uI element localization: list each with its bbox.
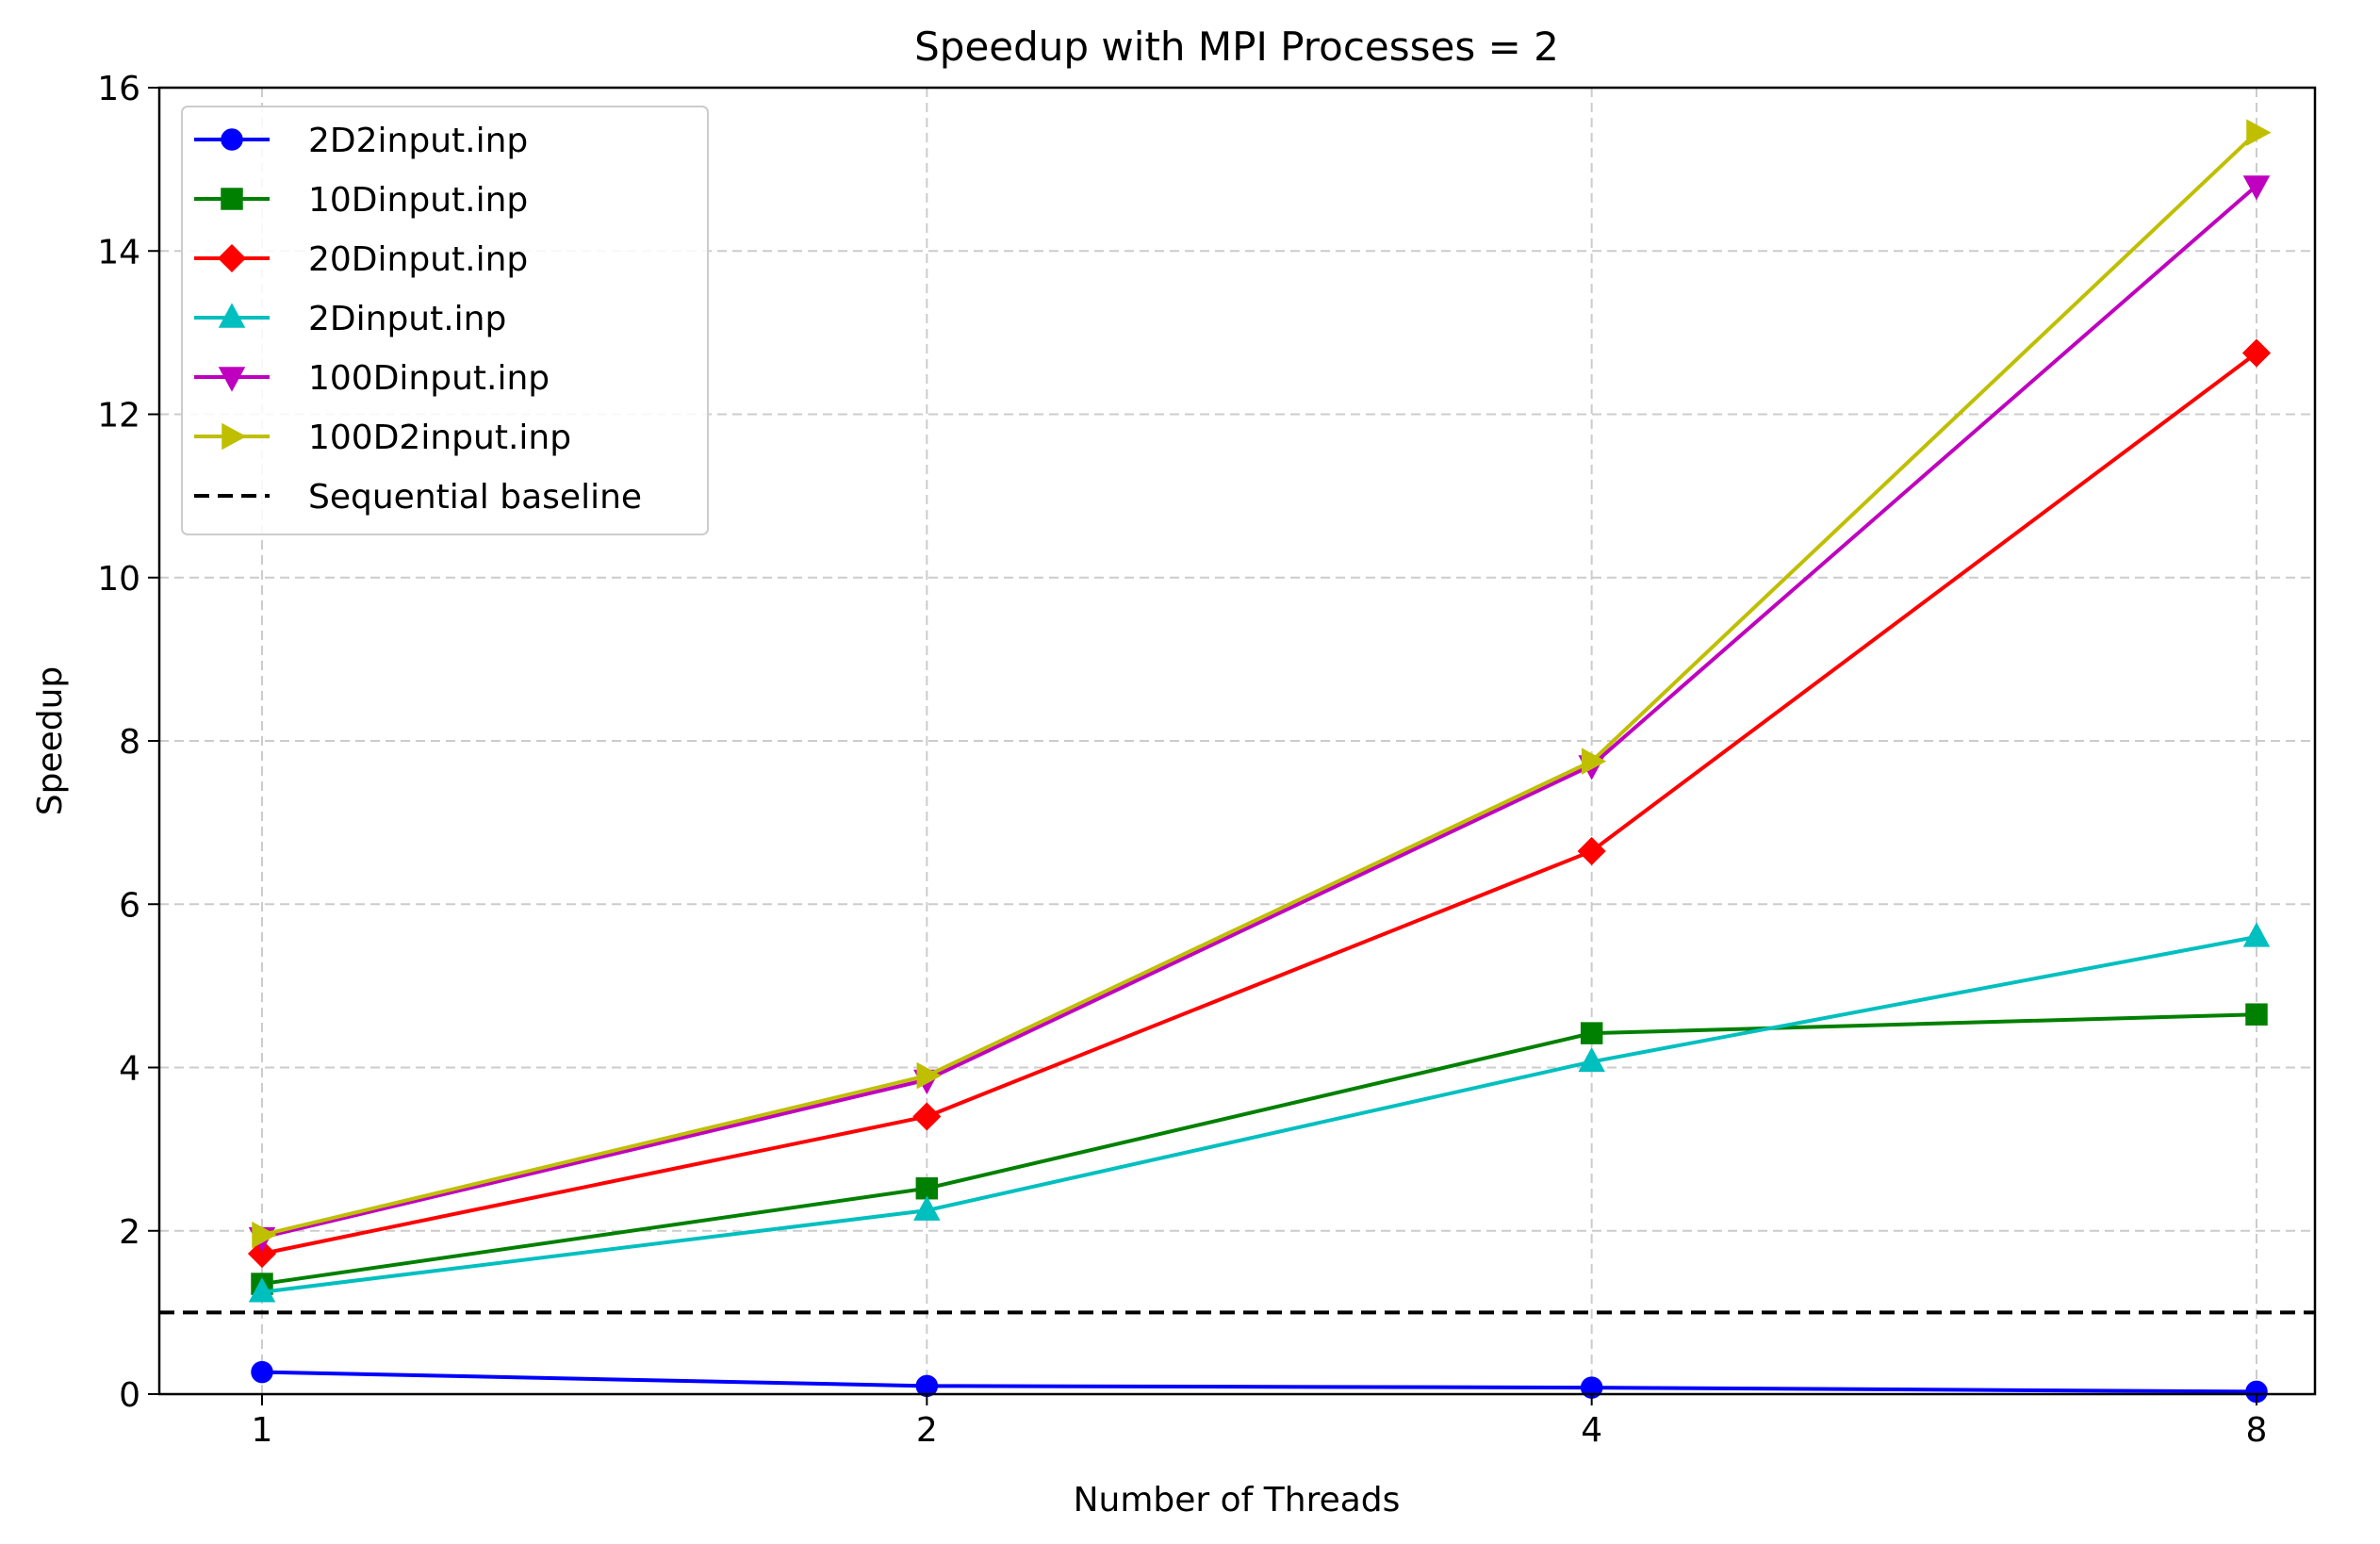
legend-marker [221,188,243,210]
data-point [2242,175,2271,201]
series-line [261,1012,2257,1287]
data-point [1577,836,1606,866]
x-tick-label: 8 [2246,1411,2268,1450]
data-point [2246,119,2272,146]
legend-marker [218,303,246,328]
legend-label: 20Dinput.inp [308,240,528,279]
x-tick-label: 2 [916,1411,938,1450]
data-point [912,1102,942,1131]
legend-label: 100Dinput.inp [308,359,550,398]
legend-entry: 100D2input.inp [194,419,571,457]
series-line [261,131,2258,1238]
legend-entry: 100Dinput.inp [194,359,550,398]
series-line [261,934,2257,1294]
x-axis-label: Number of Threads [1074,1481,1401,1519]
legend-marker [218,367,246,392]
legend-marker [222,422,247,451]
series-4 [248,922,2271,1303]
series-1 [251,1360,2268,1404]
data-point [1578,1046,1605,1073]
x-tick-label: 1 [252,1411,273,1450]
legend-marker [217,243,247,273]
legend-box [181,106,709,535]
y-tick-label: 16 [97,70,140,108]
data-point [2242,922,2271,947]
data-point [248,1277,276,1303]
legend-entry: 2Dinput.inp [194,300,506,338]
grid [159,88,2315,1394]
series-line [261,184,2258,1240]
legend-label: 10Dinput.inp [308,181,528,220]
legend-label: 2D2input.inp [308,122,528,160]
x-tick-label: 4 [1581,1411,1602,1450]
data-point [916,1061,942,1090]
y-tick-label: 10 [97,560,140,599]
data-point [1580,1022,1603,1044]
chart-title: Speedup with MPI Processes = 2 [914,24,1559,70]
legend: 2D2input.inp 10Dinput.inp 20Dinput.inp 2Din… [181,106,709,535]
legend-label: Sequential baseline [308,478,642,517]
data-point [251,1360,273,1384]
legend-entry: Sequential baseline [194,478,642,517]
data-point [2241,338,2272,368]
y-tick-label: 8 [119,723,140,762]
y-tick-label: 14 [97,233,140,271]
legend-label: 100D2input.inp [308,419,571,457]
y-axis-label: Speedup [31,666,70,816]
y-tick-label: 4 [119,1050,140,1089]
y-tick-label: 12 [97,397,140,435]
series-2 [251,1003,2268,1295]
data-point [2245,1003,2268,1026]
y-tick-label: 0 [119,1376,140,1415]
data-point [1581,747,1607,775]
data-point [247,1239,277,1269]
legend-marker [221,128,243,151]
legend-entry: 2D2input.inp [194,122,528,160]
series-3 [247,338,2272,1269]
legend-entry: 20Dinput.inp [194,240,528,279]
series-6 [252,119,2272,1249]
data-point [913,1195,941,1221]
y-tick-label: 6 [119,886,140,925]
series-layer [247,119,2272,1404]
data-point [915,1176,939,1200]
data-point [252,1221,277,1249]
series-line [261,1370,2257,1394]
legend-entry: 10Dinput.inp [194,181,528,220]
legend-label: 2Dinput.inp [308,300,506,338]
y-tick-label: 2 [119,1213,140,1252]
series-line [261,351,2258,1256]
